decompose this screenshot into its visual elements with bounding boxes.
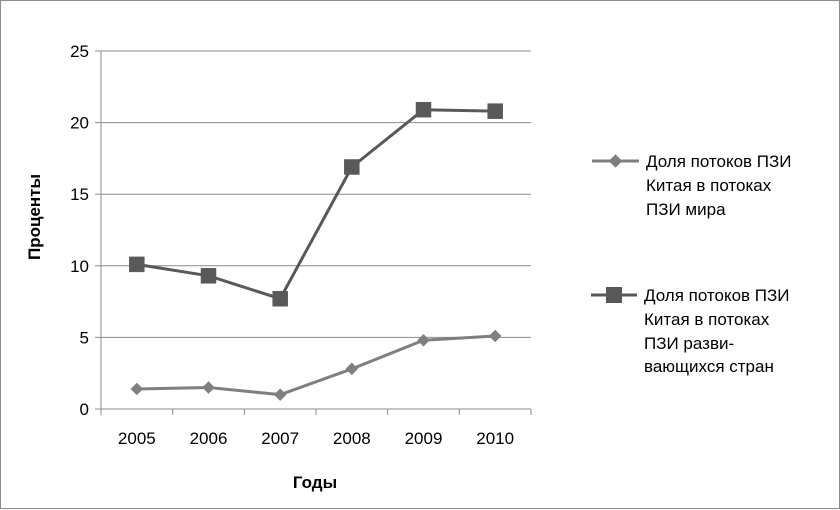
legend-marker-series-1 xyxy=(608,154,623,168)
legend-label-series-2-line-2: Китая в потоках xyxy=(644,310,770,329)
x-tick-label: 2006 xyxy=(190,429,228,448)
series-line-1 xyxy=(136,334,496,397)
tick-labels: 0 5 10 15 20 25 2005 2006 2007 2008 2009 2010 xyxy=(70,42,514,448)
data-point-series-1 xyxy=(345,362,359,376)
legend-label-series-1-line-2: Китая в потоках xyxy=(646,176,772,195)
axes xyxy=(95,50,532,415)
data-point-series-2 xyxy=(415,101,432,118)
y-tick-label: 10 xyxy=(70,257,89,276)
x-tick-label: 2008 xyxy=(333,429,371,448)
legend-label-series-2-line-1: Доля потоков ПЗИ xyxy=(644,286,790,305)
legend-label-series-1-line-3: ПЗИ мира xyxy=(646,200,726,219)
x-tick-label: 2007 xyxy=(261,429,299,448)
series-markers xyxy=(129,101,503,402)
legend-label-series-2-line-3: ПЗИ разви- xyxy=(644,334,734,353)
legend-entry-series-2: Доля потоков ПЗИ Китая в потоках ПЗИ раз… xyxy=(591,286,790,376)
data-point-series-2 xyxy=(129,256,145,273)
legend-label-series-2-line-4: вающихся стран xyxy=(644,357,774,376)
data-point-series-1 xyxy=(417,333,430,347)
y-tick-label: 25 xyxy=(70,42,89,61)
y-tick-label: 15 xyxy=(70,185,89,204)
data-point-series-1 xyxy=(273,388,287,402)
data-point-series-1 xyxy=(130,382,144,396)
data-point-series-2 xyxy=(272,290,288,307)
y-tick-label: 5 xyxy=(80,328,89,347)
y-tick-label: 20 xyxy=(70,114,89,133)
series-line-2 xyxy=(136,108,496,301)
data-point-series-2 xyxy=(487,103,503,119)
x-tick-label: 2009 xyxy=(405,429,443,448)
legend: Доля потоков ПЗИ Китая в потоках ПЗИ мир… xyxy=(591,152,792,376)
data-point-series-2 xyxy=(200,268,217,284)
series-lines xyxy=(136,108,496,397)
y-axis-title: Проценты xyxy=(25,174,44,260)
legend-entry-series-1: Доля потоков ПЗИ Китая в потоках ПЗИ мир… xyxy=(592,152,792,219)
x-tick-label: 2010 xyxy=(476,429,514,448)
legend-marker-series-2 xyxy=(606,287,622,303)
legend-label-series-1-line-1: Доля потоков ПЗИ xyxy=(646,152,792,171)
data-point-series-2 xyxy=(344,159,360,175)
x-tick-label: 2005 xyxy=(118,429,156,448)
x-axis-title: Годы xyxy=(293,473,337,492)
y-tick-label: 0 xyxy=(80,400,89,419)
gridlines xyxy=(101,50,531,338)
data-point-series-1 xyxy=(202,381,215,394)
data-point-series-1 xyxy=(488,329,502,343)
